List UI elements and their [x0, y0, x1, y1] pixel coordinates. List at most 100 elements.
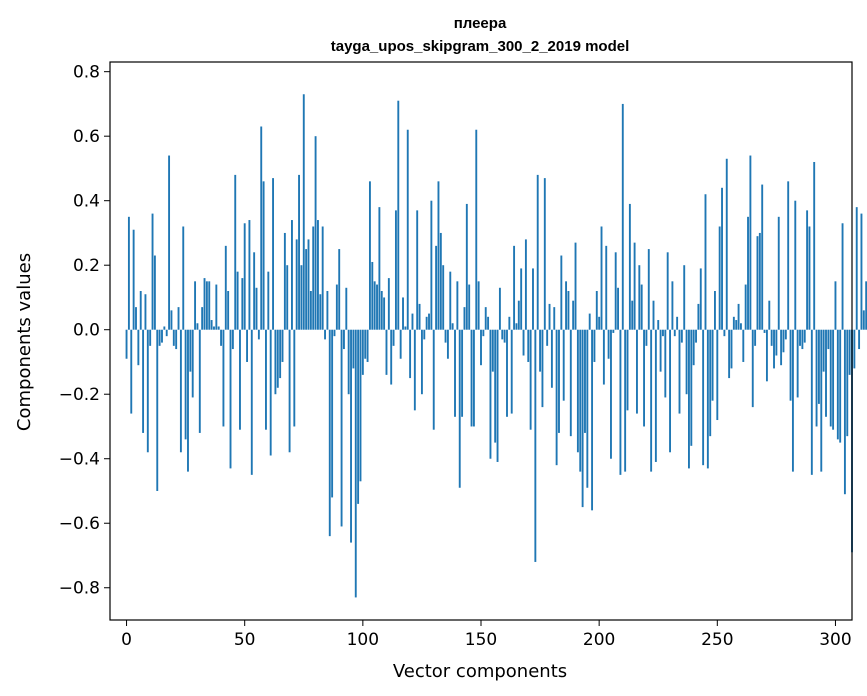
bar — [361, 329, 364, 375]
x-tick-label: 200 — [583, 630, 615, 650]
bar — [175, 329, 178, 350]
bar — [243, 223, 246, 330]
bar — [182, 226, 185, 330]
bar — [309, 291, 312, 330]
bar — [673, 329, 676, 337]
bar — [224, 245, 227, 330]
bar — [754, 329, 757, 346]
bar — [796, 329, 799, 398]
bar — [276, 329, 279, 388]
bar — [650, 329, 653, 472]
bar — [319, 294, 322, 330]
bar — [768, 300, 771, 330]
bar — [607, 329, 610, 359]
bar — [806, 210, 809, 330]
y-tick-label: 0.6 — [73, 127, 100, 147]
bar — [742, 329, 745, 362]
bar — [491, 329, 494, 372]
bar — [482, 329, 485, 337]
bar — [541, 329, 544, 408]
bar — [489, 329, 492, 459]
bar — [394, 210, 397, 330]
bar — [472, 329, 475, 427]
bar — [756, 236, 759, 330]
bar — [340, 329, 343, 527]
bar — [279, 329, 282, 379]
bar — [758, 232, 761, 330]
bar — [127, 216, 130, 330]
bar — [373, 281, 376, 330]
bar — [728, 329, 731, 379]
bar — [357, 329, 360, 504]
y-tick-label: −0.6 — [59, 514, 100, 534]
bar — [581, 329, 584, 508]
bar — [130, 329, 133, 414]
bar — [142, 329, 145, 433]
bar — [678, 329, 681, 414]
bar — [515, 323, 518, 330]
bar — [333, 329, 336, 337]
bar — [517, 300, 520, 330]
bar — [428, 313, 430, 330]
bar — [179, 329, 182, 453]
bar — [470, 329, 473, 427]
bar — [839, 329, 842, 443]
bar — [194, 281, 197, 330]
bar — [418, 303, 421, 330]
bar — [411, 313, 414, 330]
bar — [430, 200, 433, 330]
bar — [612, 329, 615, 333]
bar — [350, 329, 352, 543]
bar — [659, 329, 662, 372]
bar — [817, 329, 820, 404]
bar — [146, 329, 149, 453]
bar — [231, 329, 234, 350]
bar — [550, 329, 553, 388]
bar — [702, 329, 705, 466]
bar — [853, 329, 856, 369]
bar — [794, 200, 797, 330]
bar — [510, 329, 513, 414]
bar — [836, 329, 839, 440]
bar — [543, 178, 546, 330]
bar — [529, 329, 532, 430]
bar — [610, 329, 612, 459]
bar — [820, 329, 823, 472]
bar — [132, 229, 135, 330]
bar — [156, 329, 159, 491]
bar — [269, 329, 272, 456]
bar — [184, 329, 187, 440]
bar — [137, 329, 140, 366]
bar — [198, 329, 201, 433]
bar — [437, 181, 440, 330]
bar — [588, 313, 591, 330]
bar — [239, 329, 241, 430]
bars-group — [125, 94, 867, 598]
bar — [402, 297, 404, 330]
bar — [591, 329, 594, 511]
bar — [586, 329, 589, 488]
bar — [572, 300, 575, 330]
bar — [168, 155, 171, 330]
y-axis-ticks: −0.8 −0.6 −0.4 −0.2 0.0 0.2 0.4 0.6 0.8 — [59, 63, 110, 599]
bar — [695, 329, 697, 343]
bar — [205, 281, 208, 330]
x-tick-label: 250 — [701, 630, 733, 650]
bar — [723, 329, 726, 337]
bar — [387, 278, 390, 330]
bar — [335, 284, 338, 330]
bar — [506, 329, 508, 417]
bar — [465, 203, 468, 330]
bar — [274, 329, 277, 395]
bar — [390, 329, 393, 385]
bar — [326, 291, 329, 330]
bar — [827, 329, 830, 350]
bar — [295, 239, 298, 330]
bar — [555, 329, 558, 466]
bar — [782, 329, 785, 353]
bar — [680, 329, 683, 343]
bar — [718, 226, 721, 330]
bar — [579, 329, 582, 472]
bar — [255, 287, 258, 330]
bar — [605, 245, 608, 330]
